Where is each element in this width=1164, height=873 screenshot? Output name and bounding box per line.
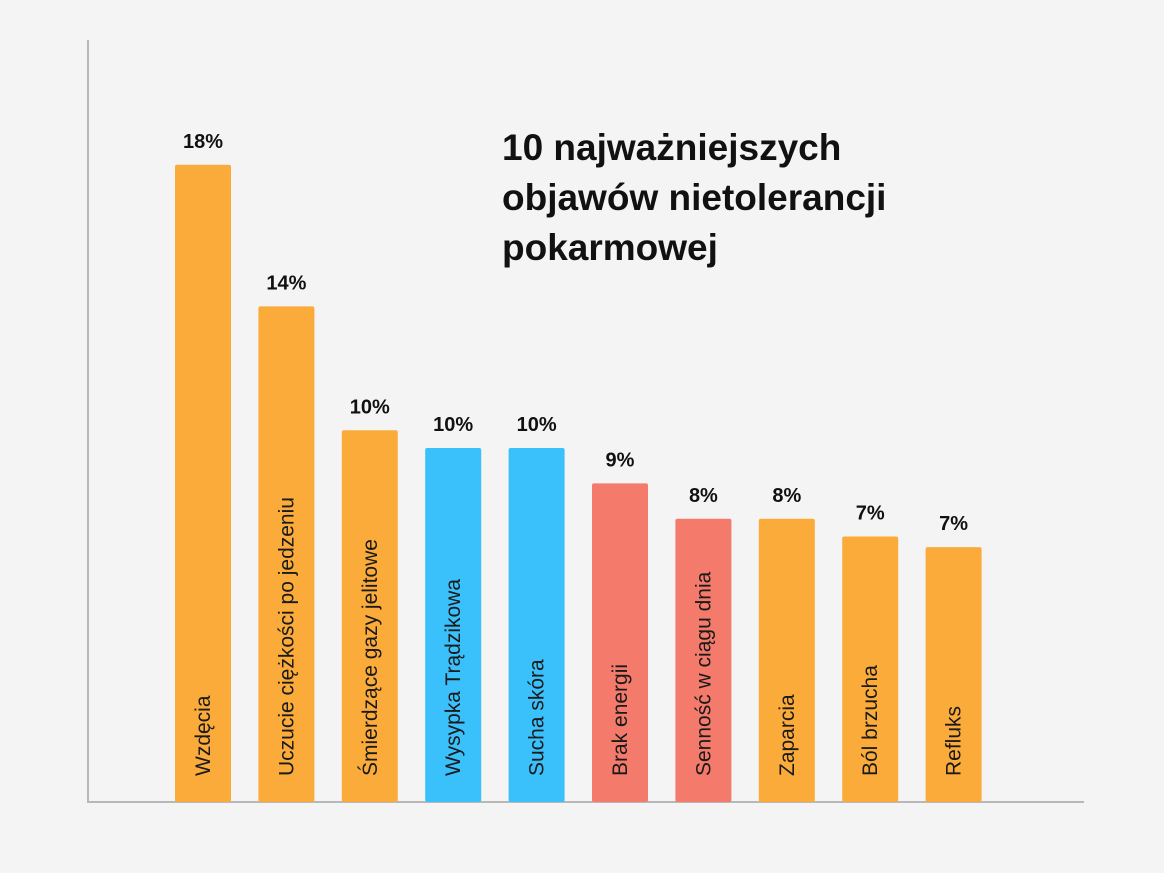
category-label-wysypka-tradzikowa: Wysypka Trądzikowa (442, 579, 465, 776)
value-label-wysypka-tradzikowa: 10% (433, 414, 473, 436)
bar-smierdzace-gazy-jelitowe (341, 430, 398, 802)
category-label-zaparcia: Zaparcia (776, 694, 799, 776)
bar-uczucie-ciezkosci-po-jedzeniu (258, 306, 315, 802)
bar-sennosc-w-ciagu-dnia (675, 518, 732, 802)
chart-title-line-3: pokarmowej (502, 227, 718, 268)
value-label-sennosc-w-ciagu-dnia: 8% (689, 485, 718, 507)
category-label-brak-energii: Brak energii (609, 664, 632, 776)
value-label-bol-brzucha: 7% (856, 503, 885, 525)
value-label-sucha-skora: 10% (517, 414, 557, 436)
bar-bol-brzucha (842, 536, 899, 802)
bars-group: 18% Wzdęcia 14% Uczucie ciężkości po jedzen… (175, 131, 982, 803)
bar-refluks (925, 547, 982, 802)
value-label-uczucie-ciezkosci-po-jedzeniu: 14% (266, 272, 306, 294)
chart-title-line-1: 10 najważniejszych (502, 127, 841, 168)
chart-title-line-2: objawów nietolerancji (502, 177, 886, 218)
value-label-refluks: 7% (939, 513, 968, 535)
bar-wysypka-tradzikowa (425, 448, 482, 802)
category-label-refluks: Refluks (943, 706, 966, 776)
value-label-smierdzace-gazy-jelitowe: 10% (350, 396, 390, 418)
category-label-wzdecia: Wzdęcia (192, 695, 215, 776)
category-label-smierdzace-gazy-jelitowe: Śmierdzące gazy jelitowe (358, 539, 382, 776)
value-label-brak-energii: 9% (606, 449, 635, 471)
category-label-sennosc-w-ciagu-dnia: Senność w ciągu dnia (692, 571, 715, 776)
bar-zaparcia (758, 518, 815, 802)
bar-sucha-skora (508, 448, 565, 802)
value-label-wzdecia: 18% (183, 131, 223, 153)
category-label-uczucie-ciezkosci-po-jedzeniu: Uczucie ciężkości po jedzeniu (275, 497, 298, 776)
bar-wzdecia (175, 164, 231, 803)
category-label-sucha-skora: Sucha skóra (526, 659, 549, 776)
category-label-bol-brzucha: Ból brzucha (859, 665, 882, 776)
bar-brak-energii (592, 483, 648, 802)
value-label-zaparcia: 8% (772, 485, 801, 507)
